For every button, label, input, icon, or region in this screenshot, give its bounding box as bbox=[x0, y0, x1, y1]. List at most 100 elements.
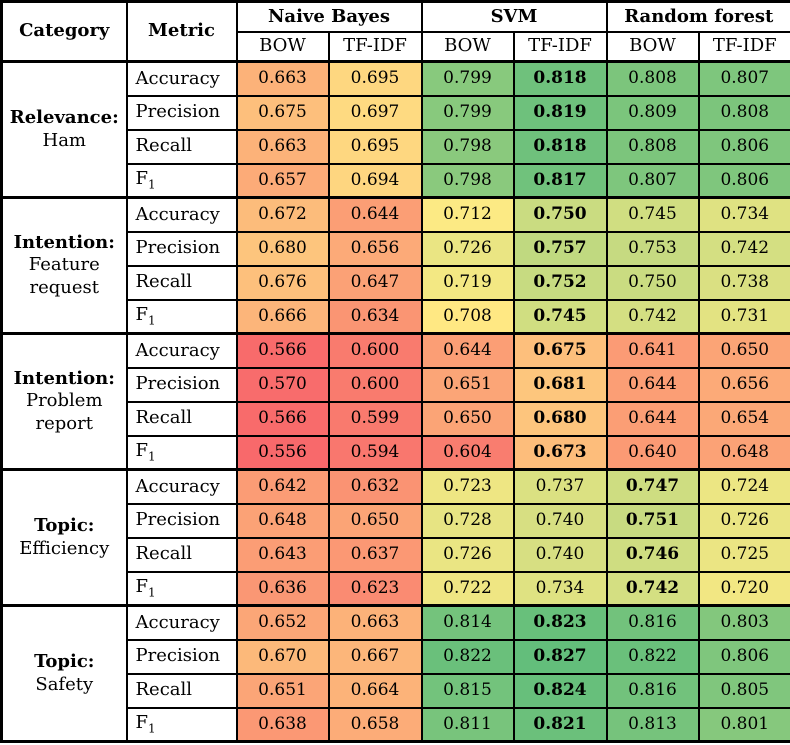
value-cell: 0.697 bbox=[327, 94, 423, 131]
value-cell: 0.726 bbox=[420, 230, 515, 267]
table-row: Precision 0.648 0.650 0.728 0.740 0.751 0.726 bbox=[2, 502, 790, 539]
value-cell: 0.807 bbox=[605, 162, 700, 199]
value-cell: 0.815 bbox=[420, 672, 515, 709]
value-cell: 0.664 bbox=[327, 672, 423, 709]
value-cell: 0.823 bbox=[512, 604, 608, 641]
value-cell: 0.734 bbox=[512, 570, 608, 607]
value-cell: 0.663 bbox=[235, 128, 330, 165]
table-row: F1 0.666 0.634 0.708 0.745 0.742 0.731 bbox=[2, 298, 790, 335]
value-cell: 0.604 bbox=[420, 434, 515, 471]
value-cell: 0.600 bbox=[327, 332, 423, 369]
metric-cell-f1: F1 bbox=[125, 570, 238, 607]
value-cell: 0.808 bbox=[697, 94, 790, 131]
value-cell: 0.672 bbox=[235, 196, 330, 233]
category-cell-topic-safety: Topic: Safety bbox=[0, 604, 128, 743]
value-cell: 0.818 bbox=[512, 128, 608, 165]
metric-header-cell: Metric bbox=[125, 0, 238, 63]
category-cell-intention-problem-report: Intention: Problem report bbox=[0, 332, 128, 471]
value-cell: 0.644 bbox=[327, 196, 423, 233]
metric-cell-recall: Recall bbox=[125, 400, 238, 437]
value-cell: 0.737 bbox=[512, 468, 608, 505]
subcol-header-svm-tf-idf: TF-IDF bbox=[512, 30, 608, 63]
table-row: F1 0.556 0.594 0.604 0.673 0.640 0.648 bbox=[2, 434, 790, 471]
category-label-bold: Intention: bbox=[13, 367, 115, 389]
value-cell: 0.808 bbox=[605, 128, 700, 165]
value-cell: 0.724 bbox=[697, 468, 790, 505]
value-cell: 0.750 bbox=[605, 264, 700, 301]
value-cell: 0.740 bbox=[512, 536, 608, 573]
table-row: Recall 0.566 0.599 0.650 0.680 0.644 0.654 bbox=[2, 400, 790, 437]
value-cell: 0.757 bbox=[512, 230, 608, 267]
category-cell-intention-feature-request: Intention: Feature request bbox=[0, 196, 128, 335]
value-cell: 0.725 bbox=[697, 536, 790, 573]
value-cell: 0.636 bbox=[235, 570, 330, 607]
value-cell: 0.642 bbox=[235, 468, 330, 505]
value-cell: 0.798 bbox=[420, 162, 515, 199]
value-cell: 0.799 bbox=[420, 94, 515, 131]
value-cell: 0.632 bbox=[327, 468, 423, 505]
value-cell: 0.650 bbox=[327, 502, 423, 539]
value-cell: 0.634 bbox=[327, 298, 423, 335]
subcol-header-random-forest-tf-idf: TF-IDF bbox=[697, 30, 790, 63]
metric-cell-f1: F1 bbox=[125, 706, 238, 743]
table-row: Recall 0.651 0.664 0.815 0.824 0.816 0.805 bbox=[2, 672, 790, 709]
value-cell: 0.675 bbox=[512, 332, 608, 369]
value-cell: 0.738 bbox=[697, 264, 790, 301]
category-label-rest: Efficiency bbox=[19, 537, 110, 559]
value-cell: 0.675 bbox=[235, 94, 330, 131]
value-cell: 0.676 bbox=[235, 264, 330, 301]
value-cell: 0.742 bbox=[605, 298, 700, 335]
table-row: Intention: Feature request Accuracy 0.672 0.… bbox=[0, 196, 790, 335]
subcol-header-naive-bayes-bow: BOW bbox=[235, 30, 330, 63]
value-cell: 0.673 bbox=[512, 434, 608, 471]
value-cell: 0.807 bbox=[697, 60, 790, 97]
value-cell: 0.651 bbox=[235, 672, 330, 709]
value-cell: 0.663 bbox=[327, 604, 423, 641]
value-cell: 0.708 bbox=[420, 298, 515, 335]
metric-cell-accuracy: Accuracy bbox=[125, 332, 238, 369]
value-cell: 0.640 bbox=[605, 434, 700, 471]
metric-cell-accuracy: Accuracy bbox=[125, 468, 238, 505]
value-cell: 0.819 bbox=[512, 94, 608, 131]
value-cell: 0.803 bbox=[697, 604, 790, 641]
metric-cell-f1: F1 bbox=[125, 162, 238, 199]
metric-cell-precision: Precision bbox=[125, 502, 238, 539]
model-header-naive-bayes: Naive Bayes bbox=[235, 0, 423, 33]
value-cell: 0.651 bbox=[420, 366, 515, 403]
value-cell: 0.745 bbox=[512, 298, 608, 335]
value-cell: 0.809 bbox=[605, 94, 700, 131]
value-cell: 0.648 bbox=[697, 434, 790, 471]
metric-cell-recall: Recall bbox=[125, 672, 238, 709]
value-cell: 0.731 bbox=[697, 298, 790, 335]
metric-cell-precision: Precision bbox=[125, 230, 238, 267]
value-cell: 0.644 bbox=[420, 332, 515, 369]
table-row: Intention: Problem report Accuracy 0.566 0.6… bbox=[0, 332, 790, 471]
metric-cell-accuracy: Accuracy bbox=[125, 196, 238, 233]
value-cell: 0.747 bbox=[605, 468, 700, 505]
value-cell: 0.658 bbox=[327, 706, 423, 743]
value-cell: 0.822 bbox=[420, 638, 515, 675]
value-cell: 0.600 bbox=[327, 366, 423, 403]
metric-cell-recall: Recall bbox=[125, 264, 238, 301]
table-body: Relevance: Ham Accuracy 0.663 0.695 0.799 0.81… bbox=[0, 60, 790, 743]
category-label-rest: Ham bbox=[42, 129, 87, 151]
value-cell: 0.652 bbox=[235, 604, 330, 641]
model-header-random-forest: Random forest bbox=[605, 0, 790, 33]
value-cell: 0.695 bbox=[327, 128, 423, 165]
table-row: Recall 0.676 0.647 0.719 0.752 0.750 0.738 bbox=[2, 264, 790, 301]
value-cell: 0.806 bbox=[697, 638, 790, 675]
value-cell: 0.806 bbox=[697, 162, 790, 199]
metric-cell-accuracy: Accuracy bbox=[125, 60, 238, 97]
value-cell: 0.570 bbox=[235, 366, 330, 403]
value-cell: 0.657 bbox=[235, 162, 330, 199]
header-row-models: Category Metric Naive Bayes SVM Random fores… bbox=[0, 0, 790, 63]
table-row: Precision 0.570 0.600 0.651 0.681 0.644 0.656 bbox=[2, 366, 790, 403]
value-cell: 0.656 bbox=[697, 366, 790, 403]
value-cell: 0.722 bbox=[420, 570, 515, 607]
value-cell: 0.650 bbox=[420, 400, 515, 437]
value-cell: 0.694 bbox=[327, 162, 423, 199]
metric-subscript: 1 bbox=[148, 313, 156, 328]
category-label-bold: Relevance: bbox=[9, 107, 119, 128]
value-cell: 0.695 bbox=[327, 60, 423, 97]
value-cell: 0.742 bbox=[605, 570, 700, 607]
